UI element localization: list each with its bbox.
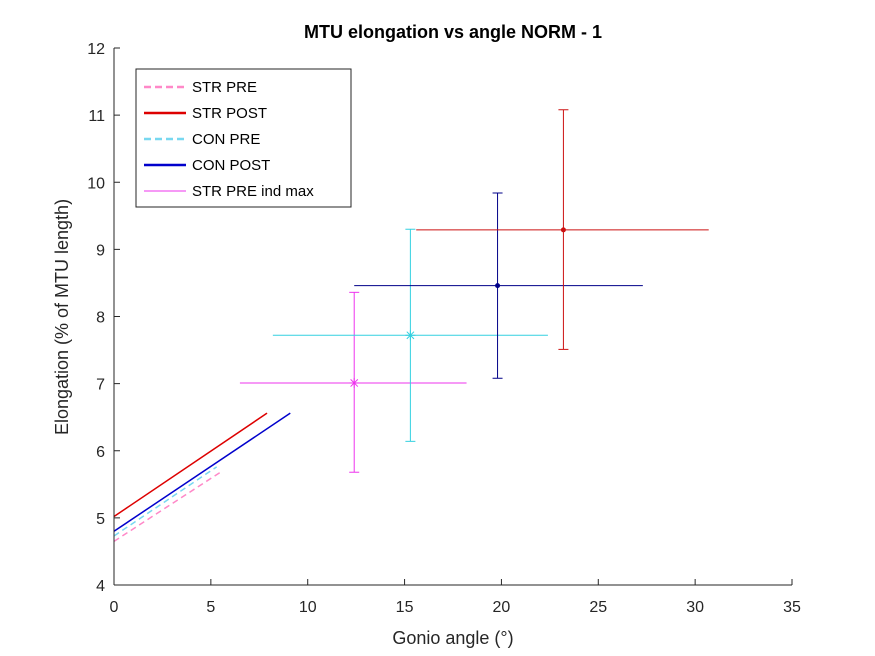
x-axis-title: Gonio angle (°) xyxy=(392,628,513,648)
x-tick-label: 0 xyxy=(110,599,119,616)
errorbar-2-marker xyxy=(560,227,566,233)
y-tick-label: 10 xyxy=(87,175,105,192)
y-tick-label: 7 xyxy=(96,377,105,394)
y-axis-title: Elongation (% of MTU length) xyxy=(52,199,72,435)
x-tick-label: 5 xyxy=(206,599,215,616)
x-tick-label: 35 xyxy=(783,599,801,616)
y-tick-label: 9 xyxy=(96,242,105,259)
errorbar-1-marker xyxy=(495,283,501,289)
y-tick-label: 5 xyxy=(96,511,105,528)
x-tick-label: 20 xyxy=(493,599,511,616)
y-tick-label: 8 xyxy=(96,310,105,327)
x-tick-label: 25 xyxy=(589,599,607,616)
legend-label-2: CON PRE xyxy=(192,131,260,148)
x-tick-label: 30 xyxy=(686,599,704,616)
legend-label-3: CON POST xyxy=(192,157,270,174)
y-tick-label: 12 xyxy=(87,41,105,58)
series-line-0 xyxy=(113,470,223,542)
plot-data xyxy=(113,109,709,542)
series-line-3 xyxy=(113,412,291,532)
errorbar-0-marker xyxy=(405,330,416,341)
y-tick-label: 6 xyxy=(96,444,105,461)
marker-stroke xyxy=(406,331,415,340)
series-line-2 xyxy=(113,466,218,537)
axes: 0 5 10 15 20 25 30 35 4 5 6 7 8 9 10 11 12 xyxy=(87,41,801,616)
chart-title: MTU elongation vs angle NORM - 1 xyxy=(304,22,602,42)
legend-label-1: STR POST xyxy=(192,105,267,122)
x-tick-label: 15 xyxy=(396,599,414,616)
series-errorbar-4-marker xyxy=(349,377,360,388)
legend-label-0: STR PRE xyxy=(192,79,257,96)
x-tick-label: 10 xyxy=(299,599,317,616)
legend: STR PRE STR POST CON PRE CON POST STR PRE in… xyxy=(135,68,352,208)
y-tick-label: 11 xyxy=(88,108,105,125)
marker-stroke xyxy=(350,379,359,387)
y-tick-label: 4 xyxy=(96,578,105,595)
legend-label-4: STR PRE ind max xyxy=(192,183,314,200)
series-line-1 xyxy=(113,412,268,518)
